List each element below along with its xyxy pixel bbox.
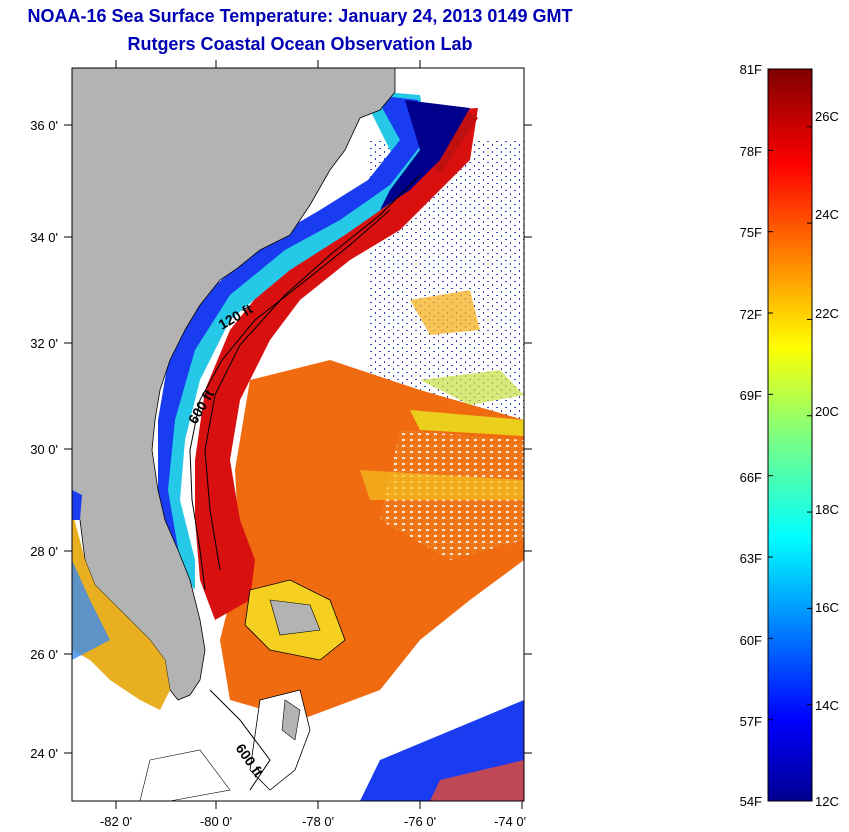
lat-label-24: 24 0'	[30, 746, 58, 761]
lon-label-76: -76 0'	[404, 814, 436, 829]
map-subtitle: Rutgers Coastal Ocean Observation Lab	[127, 34, 473, 54]
lat-axis: 36 0' 34 0' 32 0' 30 0' 28 0' 26 0' 24 0…	[30, 118, 532, 761]
colorbar-f-75: 75F	[740, 225, 762, 240]
cold-water-hatteras	[380, 100, 470, 210]
lat-label-34: 34 0'	[30, 230, 58, 245]
colorbar-c-22: 22C	[815, 306, 839, 321]
colorbar-f-72: 72F	[740, 307, 762, 322]
colorbar-f-78: 78F	[740, 144, 762, 159]
colorbar-f-66: 66F	[740, 470, 762, 485]
colorbar-c-14: 14C	[815, 698, 839, 713]
colorbar-c-20: 20C	[815, 404, 839, 419]
lon-label-82: -82 0'	[100, 814, 132, 829]
lon-label-74: -74 0'	[494, 814, 526, 829]
gulf-of-mexico-water	[72, 510, 170, 710]
lat-label-36: 36 0'	[30, 118, 58, 133]
colorbar: 81F 78F 75F 72F 69F 66F 63F 60F 57F 54F …	[740, 62, 839, 809]
colorbar-f-57: 57F	[740, 714, 762, 729]
colorbar-f-81: 81F	[740, 62, 762, 77]
isobath-120ft	[189, 209, 391, 591]
map-title: NOAA-16 Sea Surface Temperature: January…	[27, 6, 573, 26]
lon-label-78: -78 0'	[302, 814, 334, 829]
colorbar-f-63: 63F	[740, 551, 762, 566]
lat-label-26: 26 0'	[30, 647, 58, 662]
colorbar-c-26: 26C	[815, 109, 839, 124]
lat-label-28: 28 0'	[30, 544, 58, 559]
colorbar-c-18: 18C	[815, 502, 839, 517]
colorbar-f-54: 54F	[740, 794, 762, 809]
colorbar-c-12: 12C	[815, 794, 839, 809]
colorbar-c-16: 16C	[815, 600, 839, 615]
colorbar-gradient	[767, 68, 813, 802]
colorbar-f-69: 69F	[740, 388, 762, 403]
colorbar-f-60: 60F	[740, 633, 762, 648]
map-frame	[71, 67, 525, 802]
lon-axis: -82 0' -80 0' -78 0' -76 0' -74 0'	[100, 60, 526, 829]
map-panel	[72, 68, 524, 801]
isobath-600ft	[204, 174, 421, 571]
colorbar-c-24: 24C	[815, 207, 839, 222]
lon-label-80: -80 0'	[200, 814, 232, 829]
lat-label-30: 30 0'	[30, 442, 58, 457]
shelf-cyan	[160, 90, 430, 590]
lat-label-32: 32 0'	[30, 336, 58, 351]
